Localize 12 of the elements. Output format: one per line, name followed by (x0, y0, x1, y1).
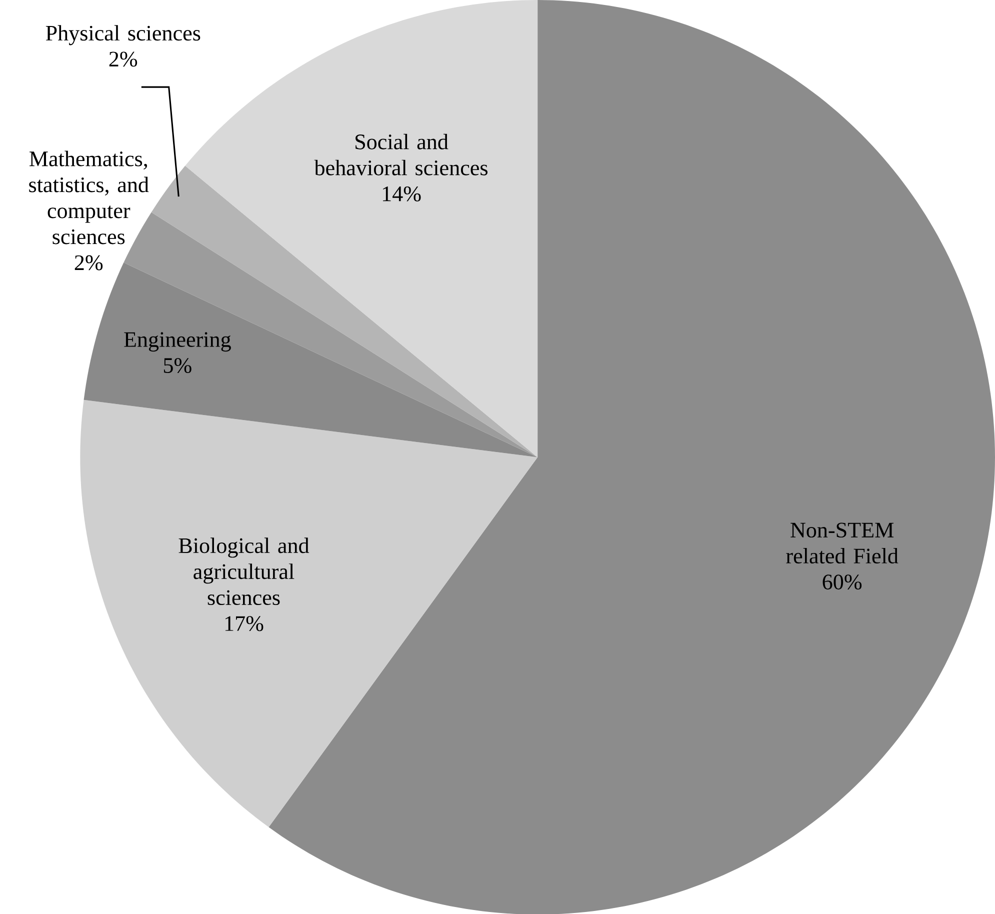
data-label: 60% (822, 574, 862, 590)
data-label: 14% (382, 186, 421, 202)
slice-label: Engineering (124, 332, 231, 352)
slice-label: Physical sciences (46, 24, 200, 45)
slice-label: Social and behavioral sciences (314, 134, 488, 176)
data-label: 2% (109, 52, 138, 66)
slice-label: Mathematics, statistics, and computer sciences (29, 150, 149, 244)
data-label: 2% (74, 255, 103, 270)
data-label: 17% (225, 616, 264, 631)
data-label: 5% (164, 358, 192, 373)
slice-label: Non-STEM related Field (786, 522, 898, 564)
slice-label: Biological and agricultural sciences (178, 537, 310, 605)
